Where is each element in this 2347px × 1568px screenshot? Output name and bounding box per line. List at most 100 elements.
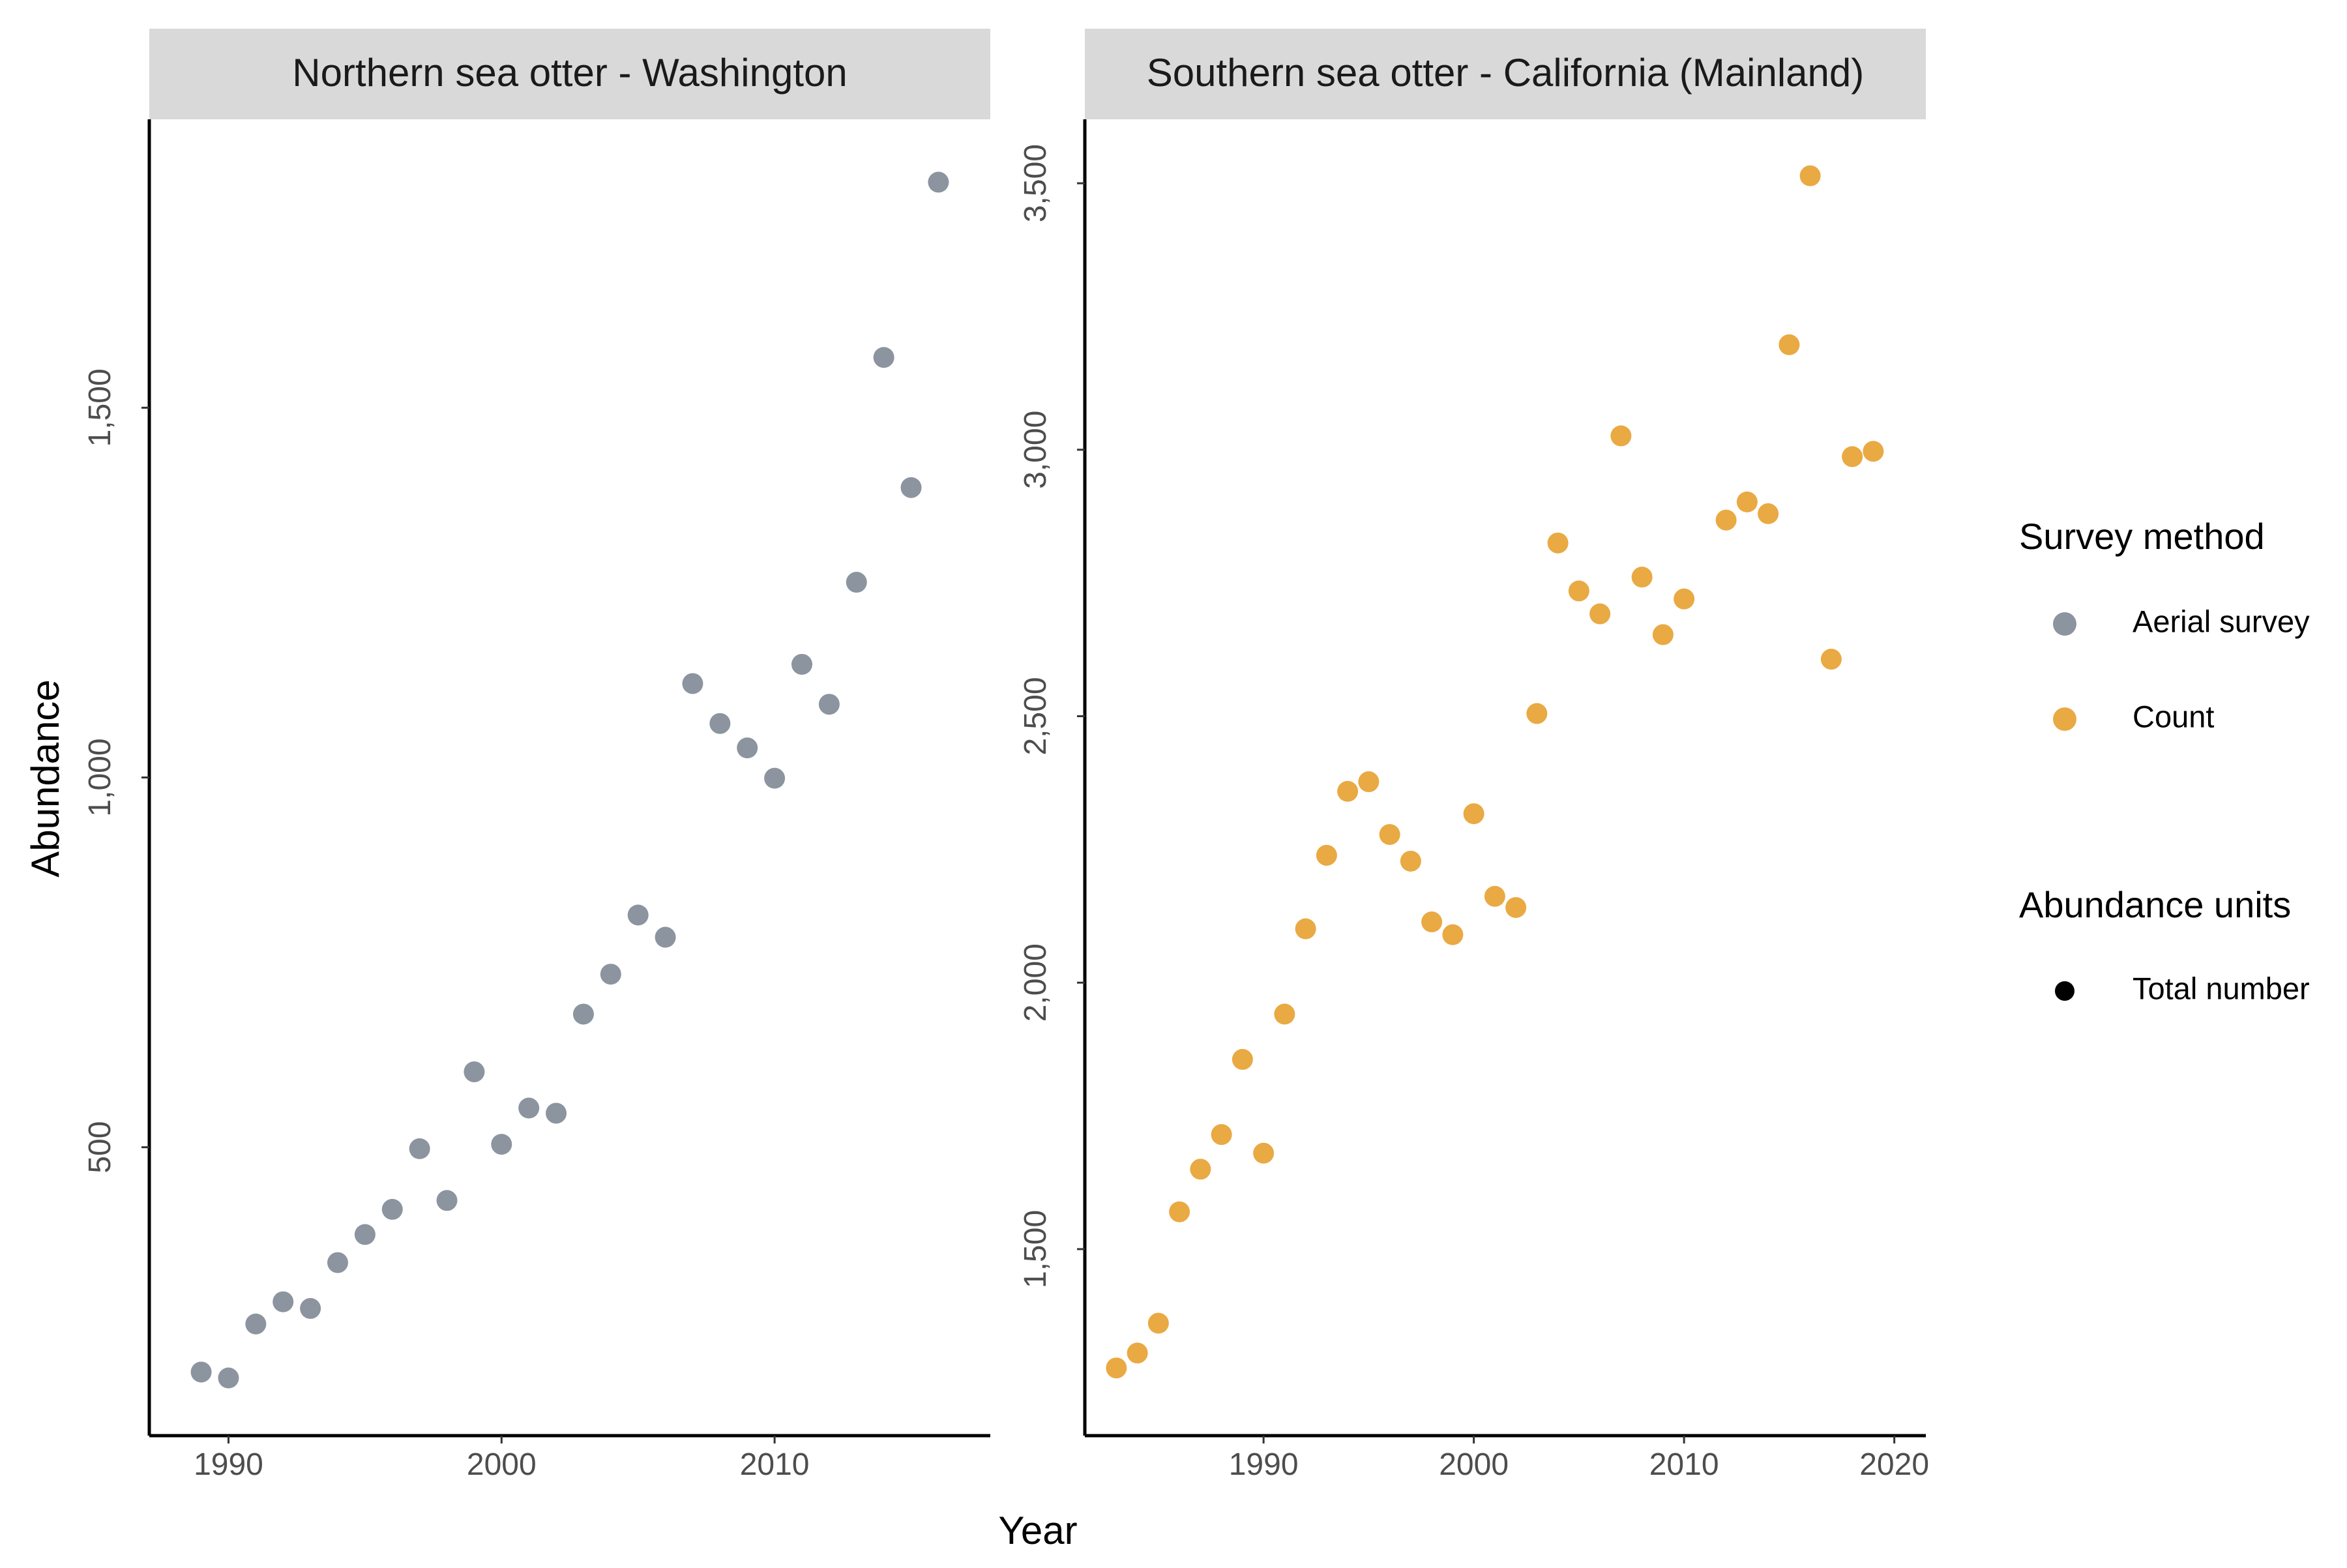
y-tick-label: 2,000 [1018,943,1053,1022]
data-point [1631,567,1653,588]
x-tick-label: 2020 [1859,1447,1929,1482]
data-point [1820,649,1842,670]
data-point [1190,1159,1211,1180]
x-tick-label: 2000 [1439,1447,1509,1482]
data-point [1316,844,1337,866]
panel-california-x-ticks: 1990 2000 2010 2020 [1229,1436,1929,1482]
data-point [245,1313,267,1335]
data-point [546,1102,567,1124]
data-point [1610,425,1632,447]
data-point [709,713,731,734]
legend-count-label: Count [2133,699,2214,733]
data-point [1484,885,1505,907]
x-tick-label: 2010 [1649,1447,1719,1482]
panel-washington-y-ticks: 500 1,000 1,500 [83,368,149,1174]
data-point [1211,1124,1232,1146]
panel-california-title: Southern sea otter - California (Mainlan… [1147,51,1865,95]
y-axis-title: Abundance [23,679,67,878]
data-point [409,1138,430,1159]
data-point [1505,896,1527,918]
data-point [1169,1201,1190,1222]
data-point [1758,503,1779,524]
data-point [218,1367,239,1389]
legend: Survey method Aerial survey Count Abunda… [2019,516,2310,1006]
data-point [1674,588,1695,610]
data-point [1442,924,1464,945]
panel-washington-strip [149,29,990,119]
data-point [928,171,949,193]
data-point [1147,1312,1169,1334]
legend-units-title: Abundance units [2019,884,2291,925]
data-point [1589,603,1611,625]
data-point [1337,780,1359,802]
data-point [627,904,649,926]
panel-california-points [1106,165,1884,1379]
data-point [1232,1048,1253,1070]
panel-washington: Northern sea otter - Washington 500 1,000… [83,29,990,1482]
panel-california: Southern sea otter - California (Mainlan… [1018,29,1929,1482]
data-point [300,1297,321,1319]
data-point [1736,491,1758,512]
legend-item-count: Count [2053,699,2214,733]
legend-aerial-survey-key [2053,612,2076,636]
data-point [1799,165,1821,186]
data-point [818,694,840,715]
data-point [1253,1142,1275,1164]
data-point [600,964,621,985]
x-tick-label: 1990 [194,1447,263,1482]
data-point [190,1361,212,1383]
data-point [464,1061,485,1082]
data-point [1295,918,1316,939]
y-tick-label: 500 [83,1121,117,1174]
data-point [1463,803,1484,825]
data-point [682,673,703,694]
legend-total-number-label: Total number [2133,971,2310,1005]
y-tick-label: 3,000 [1018,411,1053,489]
data-point [1842,446,1863,467]
data-point [1400,850,1421,872]
data-point [737,737,758,759]
data-point [381,1198,403,1220]
x-axis-title: Year [998,1509,1077,1552]
data-point [1779,334,1800,355]
data-point [327,1252,348,1273]
data-point [518,1097,540,1119]
data-point [1568,580,1589,602]
data-point [1274,1003,1295,1025]
legend-item-aerial-survey: Aerial survey [2053,604,2310,638]
panel-california-strip [1085,29,1926,119]
legend-count-key [2053,707,2076,731]
y-tick-label: 2,500 [1018,677,1053,755]
y-tick-label: 1,500 [83,368,117,447]
x-tick-label: 2010 [740,1447,810,1482]
data-point [1379,823,1400,845]
data-point [846,572,867,593]
data-point [1127,1342,1148,1364]
data-point [764,767,786,789]
legend-method-title: Survey method [2019,516,2265,557]
data-point [1358,771,1380,793]
data-point [1526,703,1548,724]
y-tick-label: 3,500 [1018,144,1053,222]
legend-total-number-key [2055,981,2074,1001]
x-tick-label: 2000 [467,1447,537,1482]
legend-item-total-number: Total number [2055,971,2310,1005]
data-point [1547,532,1569,554]
y-tick-label: 1,000 [83,738,117,816]
data-point [1421,911,1443,933]
data-point [1863,441,1884,462]
data-point [572,1003,594,1025]
y-tick-label: 1,500 [1018,1210,1053,1288]
panel-washington-title: Northern sea otter - Washington [292,51,848,95]
data-point [791,653,813,675]
data-point [1652,624,1674,645]
legend-aerial-survey-label: Aerial survey [2133,604,2310,638]
data-point [436,1190,458,1211]
panel-california-y-ticks: 1,500 2,000 2,500 3,000 3,500 [1018,144,1085,1288]
data-point [655,926,676,948]
data-point [873,347,894,368]
data-point [1106,1357,1127,1379]
data-point [354,1224,376,1245]
